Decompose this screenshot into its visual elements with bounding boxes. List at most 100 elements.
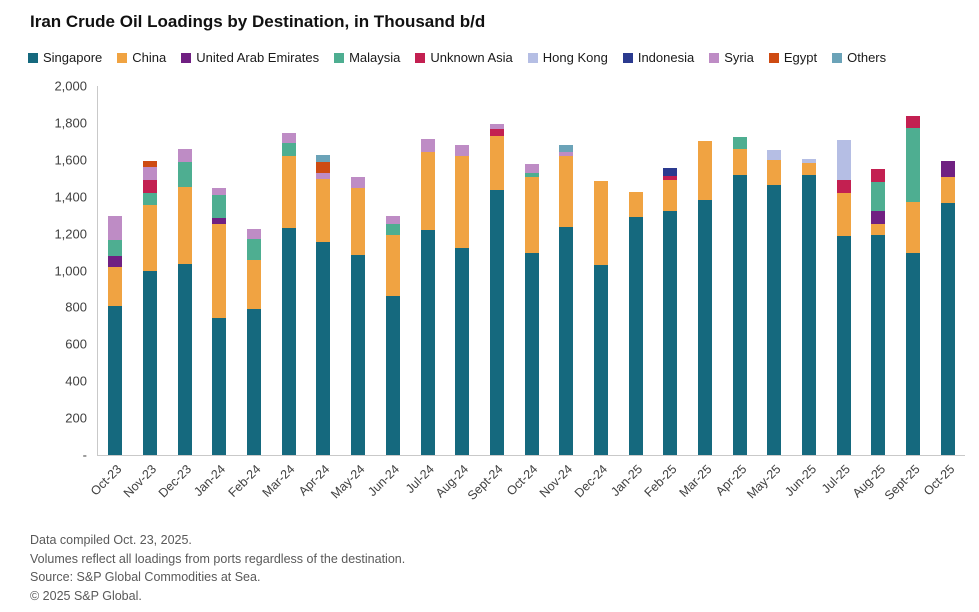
bar-cell-aug-24 bbox=[445, 86, 480, 455]
legend-swatch-icon bbox=[709, 52, 720, 63]
segment-china bbox=[593, 181, 608, 265]
segment-malaysia bbox=[212, 194, 227, 218]
segment-china bbox=[281, 156, 296, 229]
segment-singapore bbox=[559, 227, 574, 455]
segment-syria bbox=[247, 229, 262, 240]
legend-item-malaysia: Malaysia bbox=[334, 50, 400, 65]
bar-cell-jun-24 bbox=[376, 86, 411, 455]
bar-dec-23 bbox=[177, 148, 192, 455]
bar-nov-24 bbox=[559, 145, 574, 455]
segment-china bbox=[871, 224, 886, 235]
segment-singapore bbox=[802, 175, 817, 455]
legend-item-syria: Syria bbox=[709, 50, 754, 65]
segment-china bbox=[143, 205, 158, 271]
legend-swatch-icon bbox=[527, 52, 538, 63]
segment-syria bbox=[351, 177, 366, 188]
bar-cell-oct-23 bbox=[98, 86, 133, 455]
segment-syria bbox=[212, 187, 227, 195]
y-tick-label: - bbox=[82, 447, 87, 463]
segment-unknown-asia bbox=[489, 129, 504, 136]
segment-egypt bbox=[143, 160, 158, 168]
legend-item-unknown-asia: Unknown Asia bbox=[415, 50, 513, 65]
segment-china bbox=[351, 187, 366, 255]
bar-cell-oct-25 bbox=[931, 86, 966, 455]
segment-united-arab-emirates bbox=[108, 255, 123, 267]
chart-container: 2,000 1,800 1,600 1,400 1,200 1,000 800 600 400 2… bbox=[30, 79, 965, 514]
segment-singapore bbox=[767, 184, 782, 455]
footnote-line: © 2025 S&P Global. bbox=[30, 588, 142, 603]
segment-malaysia bbox=[906, 128, 921, 203]
segment-china bbox=[836, 193, 851, 237]
y-tick-label: 2,000 bbox=[54, 78, 87, 94]
segment-unknown-asia bbox=[663, 176, 678, 181]
bar-jan-25 bbox=[628, 192, 643, 455]
y-tick-label: 400 bbox=[65, 373, 87, 389]
legend-item-indonesia: Indonesia bbox=[622, 50, 695, 65]
bar-mar-24 bbox=[281, 133, 296, 455]
segment-singapore bbox=[420, 229, 435, 455]
segment-singapore bbox=[385, 296, 400, 455]
segment-china bbox=[940, 177, 955, 204]
bar-cell-sept-25 bbox=[896, 86, 931, 455]
y-tick-label: 1,800 bbox=[54, 115, 87, 131]
segment-singapore bbox=[524, 252, 539, 455]
bar-may-24 bbox=[351, 177, 366, 455]
bar-mar-25 bbox=[698, 141, 713, 455]
bar-aug-25 bbox=[871, 169, 886, 455]
segment-syria bbox=[177, 148, 192, 162]
segment-china bbox=[698, 141, 713, 201]
chart-title: Iran Crude Oil Loadings by Destination, … bbox=[30, 12, 486, 31]
bar-apr-24 bbox=[316, 155, 331, 455]
y-tick-label: 1,600 bbox=[54, 152, 87, 168]
bar-jul-25 bbox=[836, 140, 851, 455]
segment-singapore bbox=[247, 309, 262, 455]
legend-item-egypt: Egypt bbox=[768, 50, 817, 65]
segment-singapore bbox=[663, 210, 678, 455]
bar-cell-dec-23 bbox=[167, 86, 202, 455]
segment-china bbox=[663, 180, 678, 211]
bar-nov-23 bbox=[143, 160, 158, 455]
segment-china bbox=[524, 177, 539, 253]
segment-malaysia bbox=[871, 181, 886, 212]
segment-united-arab-emirates bbox=[212, 217, 227, 225]
segment-others bbox=[559, 145, 574, 152]
segment-unknown-asia bbox=[906, 115, 921, 129]
x-tick-cell: Oct-25 bbox=[921, 456, 965, 514]
legend-label: United Arab Emirates bbox=[196, 50, 320, 65]
bar-cell-jul-24 bbox=[410, 86, 445, 455]
bar-sept-24 bbox=[489, 123, 504, 455]
bar-feb-24 bbox=[247, 229, 262, 455]
segment-malaysia bbox=[281, 143, 296, 157]
segment-syria bbox=[143, 167, 158, 181]
segment-hong-kong bbox=[767, 149, 782, 160]
bar-jan-24 bbox=[212, 187, 227, 455]
segment-singapore bbox=[212, 318, 227, 455]
legend-label: Indonesia bbox=[637, 50, 695, 65]
segment-china bbox=[489, 135, 504, 191]
segment-syria bbox=[108, 216, 123, 241]
legend-swatch-icon bbox=[334, 52, 345, 63]
legend-label: Unknown Asia bbox=[430, 50, 513, 65]
bar-cell-feb-24 bbox=[237, 86, 272, 455]
segment-china bbox=[108, 266, 123, 306]
segment-syria bbox=[524, 164, 539, 173]
segment-egypt bbox=[316, 161, 331, 173]
segment-china bbox=[247, 260, 262, 310]
bar-cell-sept-24 bbox=[480, 86, 515, 455]
footnote-line: Data compiled Oct. 23, 2025. bbox=[30, 533, 192, 547]
segment-malaysia bbox=[108, 240, 123, 256]
segment-china bbox=[628, 192, 643, 217]
plot-area bbox=[97, 86, 965, 456]
y-tick-label: 1,000 bbox=[54, 263, 87, 278]
segment-singapore bbox=[940, 203, 955, 455]
segment-syria bbox=[281, 133, 296, 144]
bar-cell-aug-25 bbox=[861, 86, 896, 455]
segment-malaysia bbox=[524, 172, 539, 178]
segment-singapore bbox=[455, 248, 470, 455]
footnote-line: Source: S&P Global Commodities at Sea. bbox=[30, 570, 261, 584]
segment-singapore bbox=[108, 305, 123, 455]
segment-singapore bbox=[906, 252, 921, 455]
segment-hong-kong bbox=[836, 140, 851, 181]
legend-swatch-icon bbox=[415, 52, 426, 63]
